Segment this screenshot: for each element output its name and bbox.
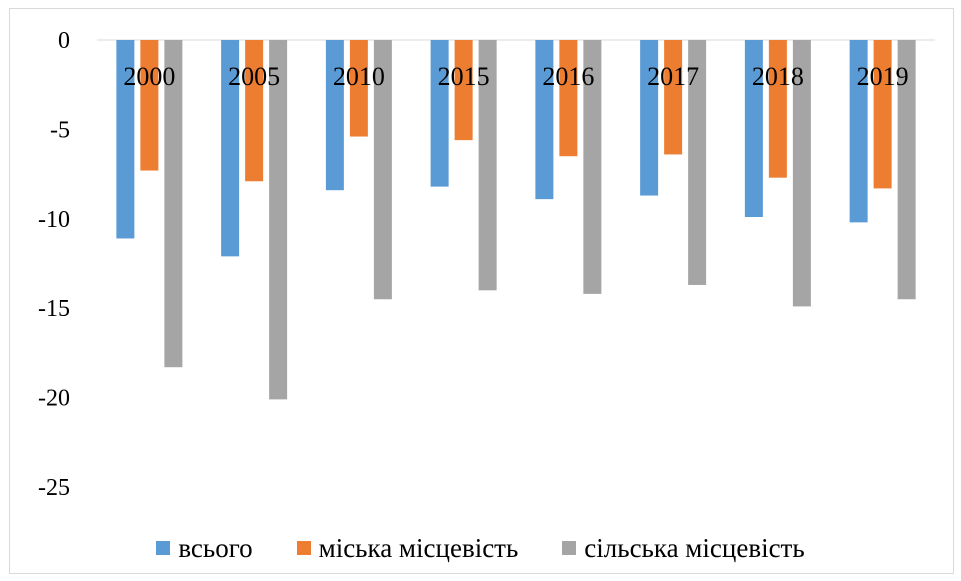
category-label: 2018: [752, 62, 804, 91]
category-label: 2015: [438, 62, 490, 91]
legend-swatch-urban: [296, 541, 311, 555]
y-axis-ticks: 0 -5 -10 -15 -20 -25: [38, 28, 70, 501]
bar-2016-series-0: [535, 40, 554, 200]
bar-2015-series-1: [454, 40, 473, 141]
bar-2019-series-2: [897, 40, 916, 300]
bar-2010-series-2: [373, 40, 392, 300]
legend-swatch-rural: [562, 541, 577, 555]
legend-item-rural: сільська місцевість: [562, 532, 805, 564]
legend-label-total: всього: [178, 532, 253, 563]
category-label: 2005: [228, 62, 280, 91]
bar-2005-series-1: [245, 40, 264, 182]
y-tick-label: -5: [50, 117, 70, 143]
legend: всього міська місцевість сільська місцев…: [0, 530, 961, 566]
bars-group: [116, 40, 916, 400]
category-label: 2016: [542, 62, 594, 91]
legend-label-rural: сільська місцевість: [584, 532, 805, 563]
bar-2017-series-1: [664, 40, 683, 155]
bar-2000-series-1: [140, 40, 159, 171]
bar-2018-series-1: [768, 40, 787, 178]
bar-2000-series-2: [164, 40, 183, 368]
bar-2010-series-0: [325, 40, 344, 191]
bar-2000-series-0: [116, 40, 135, 239]
category-label: 2010: [333, 62, 385, 91]
bar-2015-series-0: [430, 40, 449, 187]
bar-2005-series-0: [221, 40, 240, 257]
bar-2019-series-0: [849, 40, 868, 223]
bar-2019-series-1: [873, 40, 892, 189]
category-labels: 2000 2005 2010 2015 2016 2017 2018 2019: [123, 62, 908, 91]
y-tick-label: -20: [38, 386, 70, 412]
bar-2016-series-1: [559, 40, 578, 157]
y-tick-label: 0: [58, 28, 70, 54]
bar-2018-series-0: [744, 40, 763, 218]
bar-2010-series-1: [349, 40, 368, 137]
legend-label-urban: міська місцевість: [318, 532, 519, 563]
legend-swatch-total: [156, 541, 171, 555]
category-label: 2000: [123, 62, 175, 91]
bar-2005-series-2: [269, 40, 288, 400]
legend-item-total: всього: [156, 532, 253, 564]
category-label: 2017: [647, 62, 699, 91]
bar-2018-series-2: [792, 40, 811, 307]
bar-2017-series-2: [688, 40, 707, 285]
bar-2016-series-2: [583, 40, 602, 294]
bar-2015-series-2: [478, 40, 497, 291]
y-tick-label: -10: [38, 207, 70, 233]
category-label: 2019: [857, 62, 909, 91]
y-tick-label: -25: [38, 475, 70, 501]
bar-2017-series-0: [640, 40, 659, 196]
y-tick-label: -15: [38, 296, 70, 322]
legend-item-urban: міська місцевість: [296, 532, 519, 564]
